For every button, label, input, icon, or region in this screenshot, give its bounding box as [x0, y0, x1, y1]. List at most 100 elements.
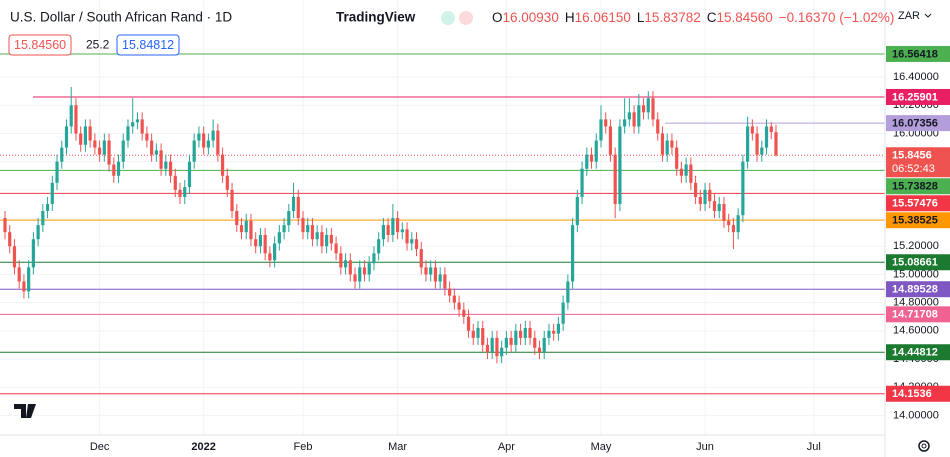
ohlc-key: H — [565, 10, 575, 25]
candle-body — [206, 140, 210, 148]
candle-body — [145, 133, 149, 141]
candle-body — [552, 330, 556, 334]
price-label: 15.38525 — [892, 215, 938, 227]
candle-body — [429, 267, 433, 275]
candle-body — [372, 253, 376, 264]
x-tick-label: Feb — [294, 441, 313, 453]
candle-body — [693, 182, 698, 197]
candle-body — [74, 105, 78, 134]
candle-body — [334, 243, 338, 254]
candle-body — [604, 119, 608, 127]
candle-body — [414, 239, 419, 250]
candle-body — [17, 267, 21, 282]
candle-body — [329, 234, 333, 244]
price-label: 16.07356 — [892, 118, 938, 130]
toggle-down[interactable] — [459, 11, 473, 25]
candle-body — [400, 229, 404, 233]
candle-body — [320, 232, 324, 247]
candle-body — [310, 225, 315, 240]
tv-logo — [14, 404, 36, 418]
candle-body — [736, 215, 740, 233]
candle-body — [339, 253, 343, 268]
candle-body — [618, 126, 622, 204]
candle-body — [381, 225, 385, 240]
candle-body — [268, 253, 272, 261]
candle-body — [296, 196, 300, 219]
candle-body — [282, 225, 286, 233]
price-label: 16.25901 — [892, 91, 938, 103]
candle-body — [386, 225, 390, 235]
price-label: 14.1536 — [892, 388, 932, 400]
ohlc-key: O — [492, 10, 503, 25]
candle-body — [216, 130, 220, 155]
x-tick-label: May — [591, 441, 612, 453]
candle-body — [760, 147, 764, 155]
price-label-box — [886, 306, 950, 323]
candle-body — [448, 288, 452, 296]
candle-body — [202, 133, 206, 148]
settings-icon[interactable] — [918, 440, 930, 452]
currency[interactable]: ZAR — [898, 10, 920, 22]
candle-body — [277, 232, 281, 244]
ohlc-key: L — [637, 10, 645, 25]
price-label-box — [886, 281, 950, 298]
candle-body — [192, 140, 196, 162]
price-label-box — [886, 254, 950, 271]
candle-body — [755, 133, 759, 155]
toggle-up[interactable] — [441, 11, 455, 25]
price-label: 14.71708 — [892, 309, 938, 321]
candle-body — [377, 239, 381, 254]
candle-body — [462, 309, 466, 317]
y-tick-label: 14.60000 — [893, 325, 939, 337]
candle-body — [433, 267, 438, 282]
ask-box[interactable] — [116, 34, 180, 56]
candle-body — [88, 126, 92, 141]
candle-body — [589, 154, 594, 162]
candle-body — [556, 323, 561, 334]
bid: 15.84560 — [14, 38, 66, 52]
candle-body — [3, 218, 7, 233]
candle-body — [769, 126, 773, 133]
candle-body — [741, 161, 745, 216]
candle-body — [116, 161, 121, 176]
candle-body — [258, 234, 263, 247]
price-label-box — [886, 88, 950, 105]
candle-body — [230, 189, 234, 212]
candle-body — [712, 201, 717, 212]
bid-box[interactable] — [8, 34, 72, 56]
candle-body — [287, 211, 291, 226]
candle-body — [8, 232, 12, 247]
x-tick-label: 2022 — [191, 441, 215, 453]
price-label-box — [886, 344, 950, 361]
candle-body — [518, 330, 523, 338]
candle-body — [93, 140, 97, 148]
symbol-title: U.S. Dollar / South African Rand · 1D — [10, 10, 232, 25]
x-tick-label: Dec — [90, 441, 110, 453]
candle-body — [698, 196, 702, 204]
candle-body — [476, 328, 480, 338]
candle-body — [670, 140, 674, 148]
candle-body — [561, 302, 565, 324]
candle-body — [731, 225, 736, 233]
candle-body — [306, 225, 310, 233]
candle-body — [140, 119, 144, 134]
price-label: 14.89528 — [892, 284, 938, 296]
candle-body — [173, 175, 177, 190]
candle-body — [55, 161, 59, 183]
candle-body — [121, 140, 125, 162]
candle-body — [509, 337, 513, 345]
y-tick-label: 16.40000 — [893, 71, 939, 83]
candle-body — [504, 337, 508, 348]
candle-body — [391, 218, 395, 235]
candle-body — [249, 220, 253, 240]
ohlc: O16.00930 H16.06150 L15.83782 C15.84560 −0.1… — [492, 10, 894, 25]
candle-body — [244, 220, 248, 233]
spread: 25.2 — [86, 38, 110, 52]
dropdown-arrow[interactable] — [924, 13, 932, 18]
candle-body — [641, 105, 646, 113]
candle-body — [211, 130, 215, 141]
candle-body — [656, 119, 660, 134]
candle-body — [481, 328, 485, 345]
candle-body — [154, 150, 158, 155]
candle-body — [36, 225, 40, 240]
